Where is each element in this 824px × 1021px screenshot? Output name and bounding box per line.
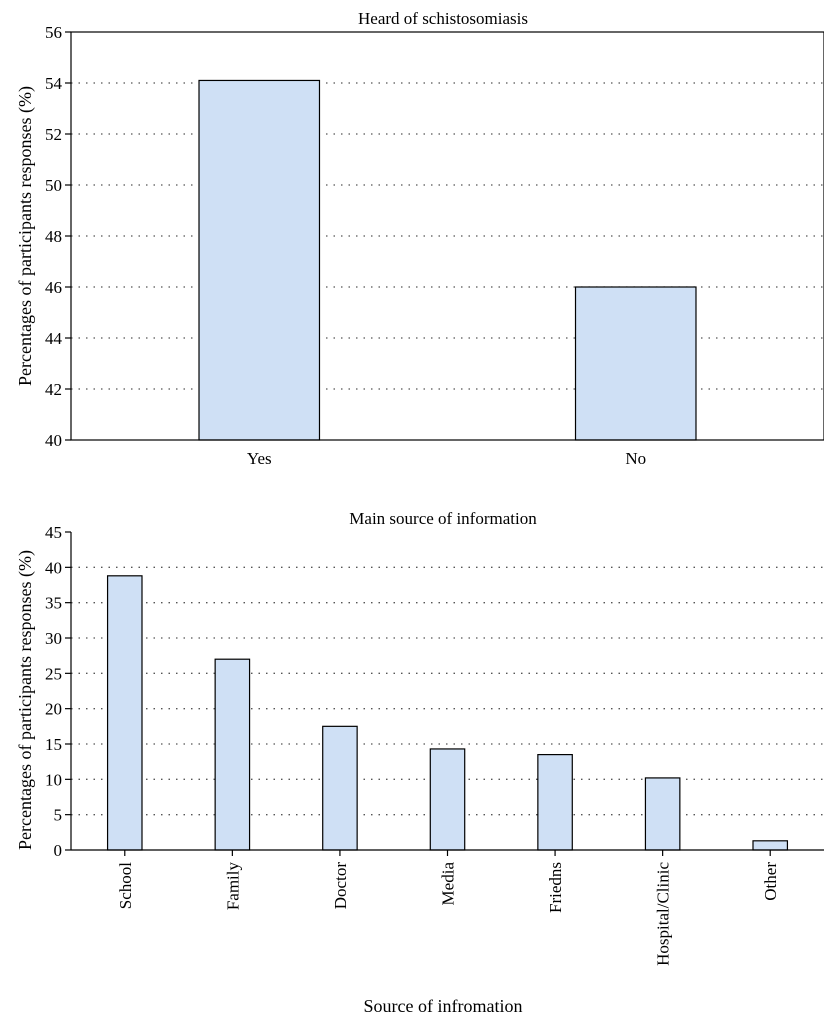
c2-ytick-label: 30 bbox=[45, 629, 62, 648]
c2-xtick-label: Doctor bbox=[331, 862, 350, 910]
c2-ytick-label: 35 bbox=[45, 594, 62, 613]
c1-xtick-label: Yes bbox=[247, 449, 272, 468]
c1-ytick-label: 52 bbox=[45, 125, 62, 144]
c1-ytick-label: 40 bbox=[45, 431, 62, 450]
c2-bar-school bbox=[106, 575, 143, 851]
c1-ytick-label: 44 bbox=[45, 329, 63, 348]
chart1-ylabel: Percentages of participants responses (%… bbox=[15, 86, 36, 386]
c2-bar-media bbox=[429, 748, 466, 851]
chart-heard-of-schistosomiasis: Heard of schistosomiasis Percentages of … bbox=[15, 9, 824, 468]
c2-ytick-label: 20 bbox=[45, 700, 62, 719]
chart-main-source-of-information: Main source of information Percentages o… bbox=[15, 509, 824, 1016]
c2-xtick-label: School bbox=[116, 862, 135, 910]
c1-bar-yes bbox=[198, 79, 321, 441]
chart1-title: Heard of schistosomiasis bbox=[358, 9, 528, 28]
chart2-title: Main source of information bbox=[349, 509, 537, 528]
c1-ytick-label: 54 bbox=[45, 74, 63, 93]
c2-ytick-label: 25 bbox=[45, 664, 62, 683]
c2-bar-friedns bbox=[537, 753, 573, 851]
chart1-plot-frame bbox=[70, 31, 824, 441]
c1-xtick-label: No bbox=[625, 449, 646, 468]
c2-ytick-label: 0 bbox=[54, 841, 63, 860]
c2-bar-hospital-clinic bbox=[644, 777, 681, 851]
c2-bar-family bbox=[214, 658, 251, 851]
c1-ytick-label: 46 bbox=[45, 278, 62, 297]
chart2-ylabel: Percentages of participants responses (%… bbox=[15, 550, 36, 850]
c2-xtick-label: Other bbox=[761, 862, 780, 901]
c1-bar-no bbox=[574, 286, 697, 441]
c1-ytick-label: 50 bbox=[45, 176, 62, 195]
c2-ytick-label: 45 bbox=[45, 523, 62, 542]
c2-xtick-label: Friedns bbox=[546, 862, 565, 913]
c2-ytick-label: 10 bbox=[45, 770, 62, 789]
c2-xtick-label: Media bbox=[439, 862, 458, 906]
chart2-xlabel: Source of infromation bbox=[364, 996, 523, 1016]
c2-xtick-label: Hospital/Clinic bbox=[654, 862, 673, 966]
c1-ytick-label: 42 bbox=[45, 380, 62, 399]
c2-ytick-label: 5 bbox=[54, 806, 63, 825]
c2-bar-other bbox=[752, 840, 789, 851]
c1-ytick-label: 56 bbox=[45, 23, 62, 42]
c1-ytick-label: 48 bbox=[45, 227, 62, 246]
c2-bar-doctor bbox=[322, 725, 358, 851]
c2-xtick-label: Family bbox=[223, 862, 242, 911]
c2-ytick-label: 15 bbox=[45, 735, 62, 754]
c2-ytick-label: 40 bbox=[45, 558, 62, 577]
